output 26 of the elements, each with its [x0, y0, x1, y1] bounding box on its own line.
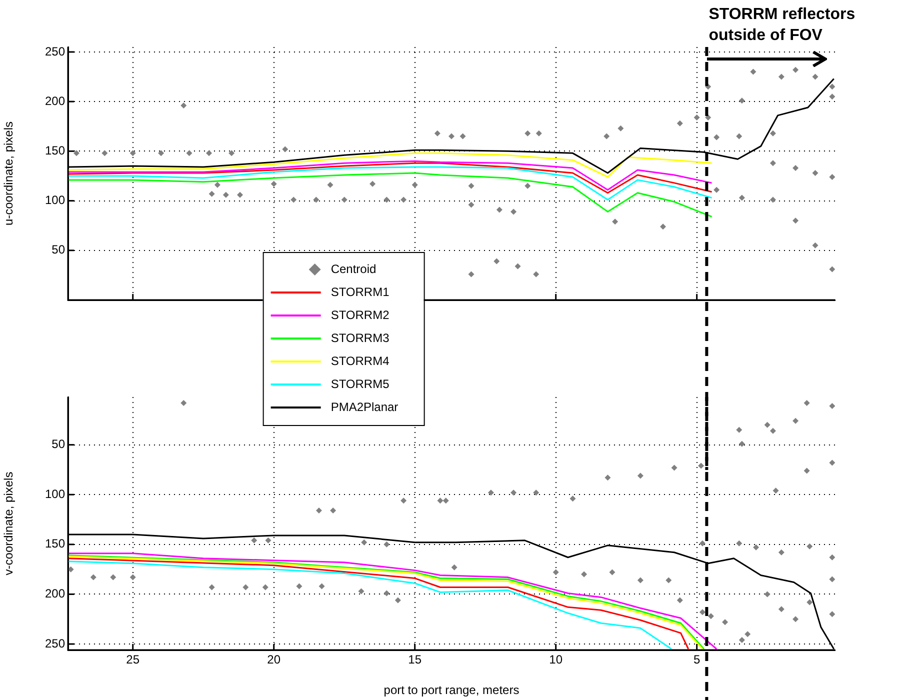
legend-label: STORRM1: [330, 284, 390, 299]
y-tick-label: 100: [44, 486, 66, 501]
y-tick-label: 100: [44, 193, 66, 208]
legend-label: STORRM5: [330, 376, 390, 391]
y-tick-label: 50: [52, 242, 66, 257]
y-tick-label: 200: [44, 94, 66, 108]
legend-label: PMA2Planar: [330, 400, 398, 414]
text: STORRM reflectors outside of FOV: [708, 5, 856, 46]
legend-label: STORRM4: [330, 354, 390, 368]
y-tick-label: 250: [44, 44, 66, 58]
y-tick-label: 250: [44, 636, 66, 650]
x-tick-label: 10: [549, 652, 563, 667]
y-tick-label: 150: [44, 536, 66, 551]
x-tick-label: 15: [408, 652, 422, 667]
y-tick-label: 200: [44, 586, 66, 601]
x-axis-title: port to port range, meters: [384, 683, 520, 698]
legend-label: Centroid: [330, 262, 376, 276]
x-tick-label: 5: [693, 652, 700, 667]
y-tick-label: 150: [44, 143, 66, 158]
x-tick-label: 25: [126, 652, 140, 667]
y-tick-label: 50: [52, 437, 66, 452]
y-axis-title: u-coordinate, pixels: [2, 121, 16, 226]
x-tick-label: 20: [267, 652, 281, 667]
legend-label: STORRM3: [330, 330, 390, 345]
y-axis-title: v-coordinate, pixels: [2, 472, 16, 576]
legend-label: STORRM2: [330, 308, 390, 322]
